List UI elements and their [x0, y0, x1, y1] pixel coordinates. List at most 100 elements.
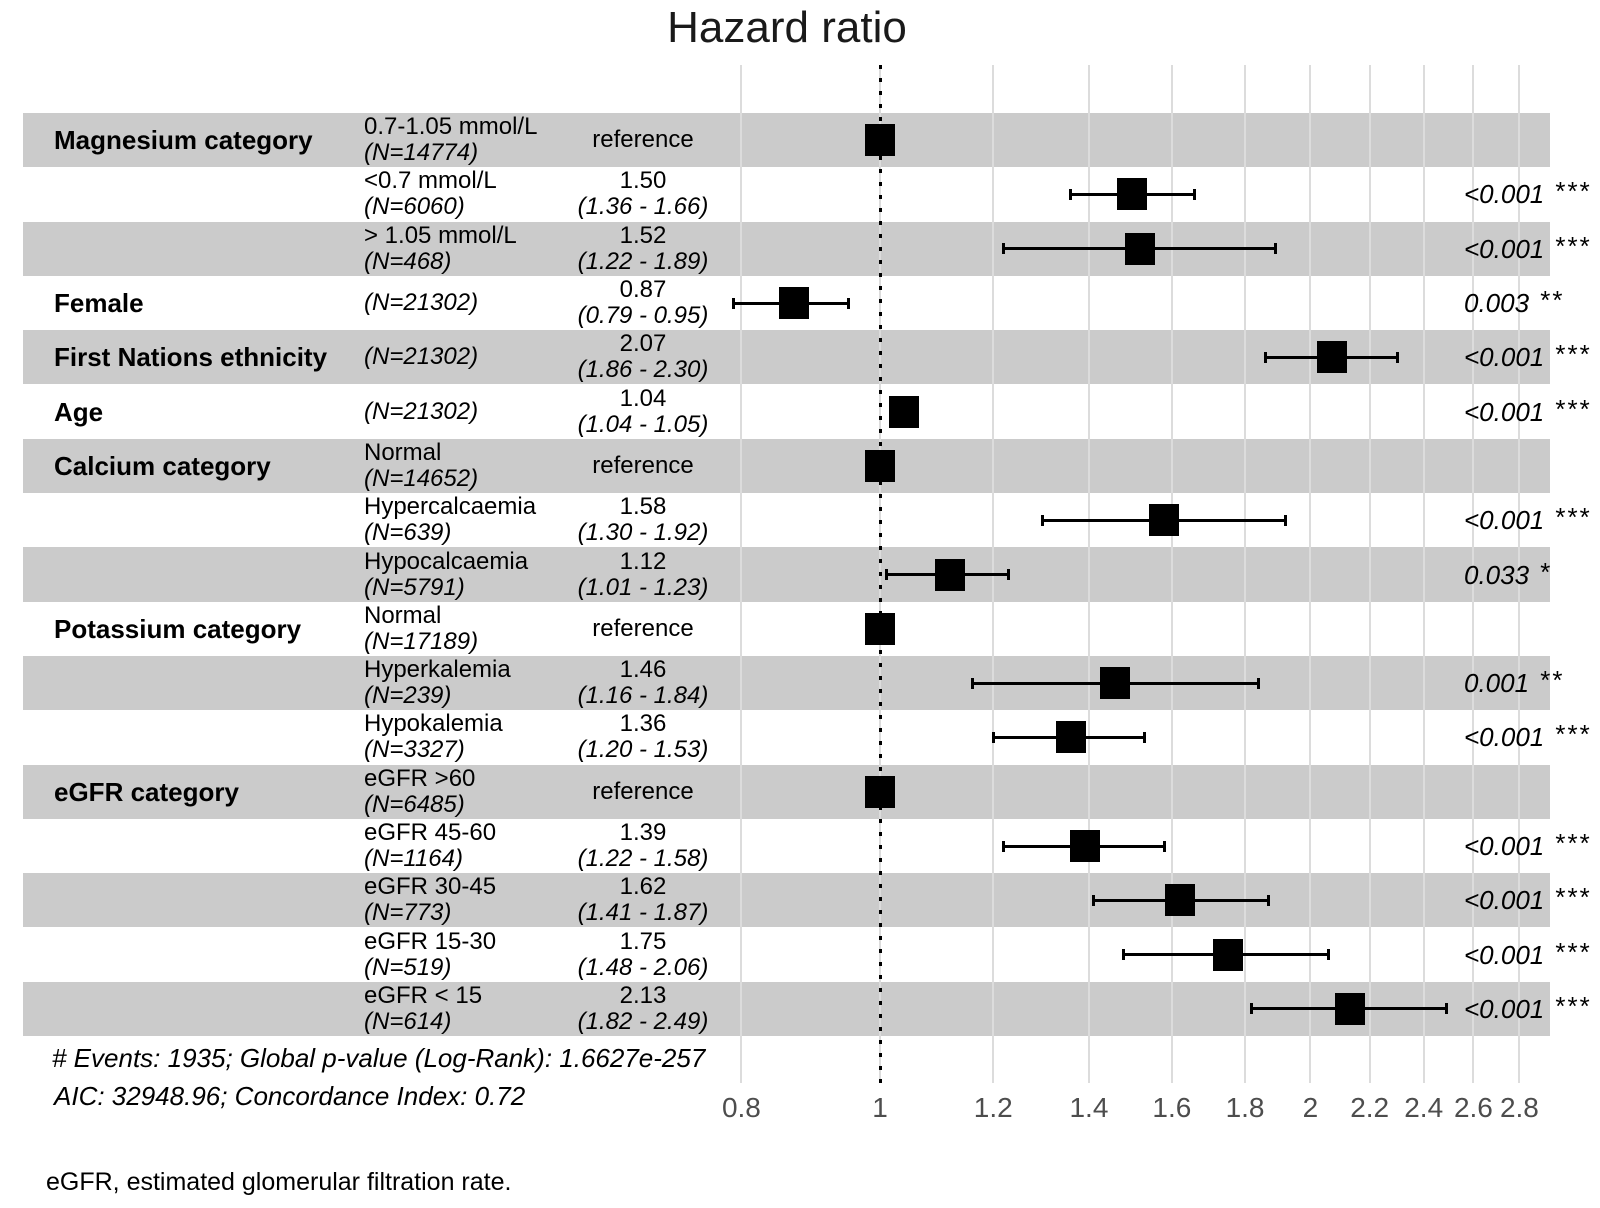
significance-stars: *** — [1554, 990, 1591, 1021]
level-label: 0.7-1.05 mmol/L — [364, 113, 538, 141]
estimate-value: 1.36 — [619, 710, 667, 738]
hr-marker — [1164, 884, 1195, 917]
ci-label: (1.48 - 2.06) — [577, 953, 709, 981]
estimate-cell: 1.62 (1.41 - 1.87) — [523, 874, 763, 926]
n-label: (N=5791) — [364, 573, 465, 601]
ci-label: (1.20 - 1.53) — [577, 736, 709, 764]
whisker-cap — [1273, 243, 1277, 255]
whisker-cap — [970, 677, 974, 689]
p-value-number: <0.001 — [1464, 885, 1545, 916]
p-value: <0.001 *** — [1464, 339, 1591, 373]
n-label: (N=639) — [364, 519, 452, 547]
p-value: <0.001 *** — [1464, 990, 1591, 1025]
level-label: Hypocalcaemia — [364, 547, 529, 575]
n-label: (N=21302) — [364, 289, 479, 317]
row-stripe — [23, 438, 1550, 494]
hr-marker — [865, 124, 895, 157]
level-cell: Normal (N=14652) — [364, 439, 479, 492]
hr-marker — [889, 395, 920, 428]
ci-label: (1.16 - 1.84) — [577, 682, 709, 710]
whisker-cap — [1001, 243, 1005, 255]
x-tick-label: 1.8 — [1225, 1092, 1265, 1123]
estimate-value: 1.50 — [619, 167, 667, 195]
n-label: (N=14652) — [364, 464, 479, 492]
ci-label: (1.04 - 1.05) — [577, 410, 709, 438]
p-value: 0.003 ** — [1464, 285, 1564, 319]
whisker-cap — [1091, 894, 1095, 906]
estimate-value: 1.12 — [619, 547, 667, 575]
p-value-number: 0.003 — [1464, 288, 1530, 319]
level-cell: 0.7-1.05 mmol/L (N=14774) — [364, 114, 537, 166]
hr-marker — [1212, 938, 1243, 971]
estimate-cell: 1.46 (1.16 - 1.84) — [523, 657, 763, 709]
hr-marker — [865, 775, 895, 808]
whisker-cap — [732, 297, 736, 309]
estimate-value: 1.62 — [619, 873, 667, 901]
row-stripe — [23, 764, 1550, 819]
hr-marker — [1149, 504, 1180, 537]
x-tick-label: 2.4 — [1404, 1092, 1444, 1123]
level-cell: Normal (N=17189) — [364, 602, 479, 655]
level-cell: > 1.05 mmol/L (N=468) — [364, 221, 517, 275]
estimate-cell: 2.13 (1.82 - 2.49) — [523, 982, 763, 1035]
level-cell: <0.7 mmol/L (N=6060) — [364, 168, 497, 220]
n-label: (N=6060) — [364, 193, 465, 221]
hr-marker — [1125, 232, 1156, 265]
p-value-number: <0.001 — [1464, 993, 1545, 1024]
ci-label: (1.82 - 2.49) — [577, 1007, 709, 1035]
x-tick-label: 2 — [1302, 1092, 1319, 1123]
p-value-number: <0.001 — [1464, 939, 1545, 970]
significance-stars: *** — [1554, 936, 1591, 967]
row-stripe — [23, 547, 1550, 602]
whisker-cap — [1283, 514, 1287, 526]
hr-marker — [1055, 721, 1086, 754]
gridline — [1244, 65, 1247, 1083]
estimate-value: reference — [592, 614, 694, 642]
whisker-cap — [1250, 1003, 1254, 1015]
x-tick-label: 2.8 — [1499, 1092, 1539, 1123]
gridline — [1518, 65, 1521, 1083]
ci-label: (1.22 - 1.89) — [577, 247, 709, 275]
x-tick-label: 2.2 — [1350, 1092, 1390, 1123]
n-label: (N=468) — [364, 247, 452, 275]
estimate-cell: 1.12 (1.01 - 1.23) — [523, 547, 763, 601]
gridline — [1422, 65, 1425, 1083]
estimate-cell: 2.07 (1.86 - 2.30) — [523, 331, 763, 383]
p-value-number: <0.001 — [1464, 233, 1545, 264]
x-tick-label: 1.6 — [1152, 1092, 1192, 1123]
estimate-cell: 0.87 (0.79 - 0.95) — [523, 277, 763, 329]
level-cell: eGFR 15-30 (N=519) — [364, 928, 496, 981]
variable-label: Calcium category — [54, 450, 271, 481]
events-footnote: # Events: 1935; Global p-value (Log-Rank… — [52, 1043, 706, 1073]
level-label: <0.7 mmol/L — [364, 167, 497, 195]
whisker-cap — [1069, 188, 1073, 200]
significance-stars: ** — [1539, 285, 1564, 316]
significance-stars: ** — [1539, 665, 1564, 696]
p-value: <0.001 *** — [1464, 882, 1591, 916]
p-value: 0.033 * — [1464, 557, 1551, 591]
level-label: eGFR 30-45 — [364, 873, 497, 901]
variable-label: Potassium category — [54, 613, 302, 644]
ci-label: (1.30 - 1.92) — [577, 519, 709, 547]
x-tick-label: 2.6 — [1453, 1092, 1493, 1123]
x-tick-label: 0.8 — [721, 1092, 761, 1123]
hr-marker — [1316, 341, 1347, 374]
p-value-number: <0.001 — [1464, 722, 1545, 753]
ci-label: (1.36 - 1.66) — [577, 193, 709, 221]
p-value-number: 0.001 — [1464, 668, 1530, 699]
p-value-number: <0.001 — [1464, 831, 1545, 862]
level-label: > 1.05 mmol/L — [364, 221, 517, 249]
n-label: (N=519) — [364, 953, 452, 981]
significance-stars: *** — [1554, 828, 1591, 859]
significance-stars: *** — [1554, 719, 1591, 750]
estimate-value: reference — [592, 451, 694, 479]
gridline — [1087, 65, 1090, 1083]
n-label: (N=14774) — [364, 139, 479, 167]
level-cell: Hypercalcaemia (N=639) — [364, 494, 536, 546]
estimate-value: 2.07 — [619, 330, 667, 358]
p-value-number: 0.033 — [1464, 559, 1530, 590]
level-label: eGFR < 15 — [364, 981, 483, 1009]
level-label: eGFR 45-60 — [364, 819, 497, 847]
n-label: (N=17189) — [364, 627, 479, 655]
level-label: Hyperkalemia — [364, 656, 511, 684]
